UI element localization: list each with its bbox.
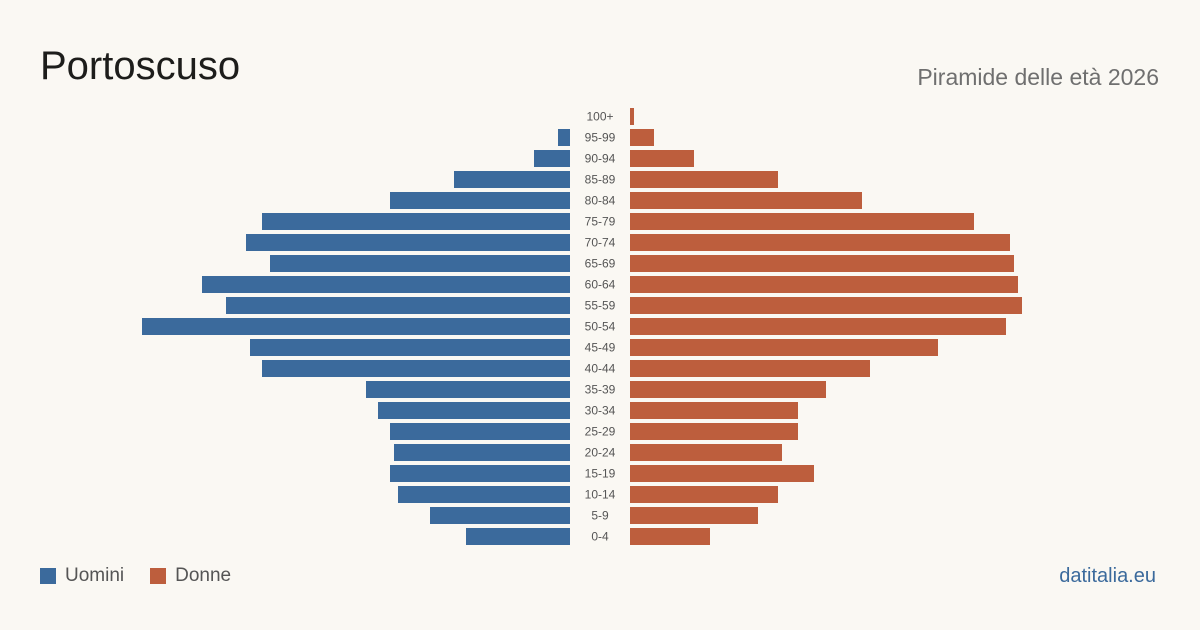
bar-uomini-65-69 [270,255,570,272]
bar-uomini-20-24 [394,444,570,461]
age-label-65-69: 65-69 [585,257,616,271]
age-label-100plus: 100+ [586,110,613,124]
age-label-50-54: 50-54 [585,320,616,334]
bar-uomini-25-29 [390,423,570,440]
bar-donne-20-24 [630,444,782,461]
bar-donne-30-34 [630,402,798,419]
bar-donne-80-84 [630,192,862,209]
legend-label-donne: Donne [175,565,232,586]
bar-donne-0-4 [630,528,710,545]
age-label-75-79: 75-79 [585,215,616,229]
legend: Uomini Donne [40,565,231,587]
age-label-80-84: 80-84 [585,194,616,208]
bar-donne-75-79 [630,213,974,230]
legend-item-donne: Donne [150,565,231,587]
bar-donne-70-74 [630,234,1010,251]
bar-uomini-50-54 [142,318,570,335]
age-label-85-89: 85-89 [585,173,616,187]
bar-uomini-85-89 [454,171,570,188]
legend-label-uomini: Uomini [65,565,125,586]
bar-uomini-5-9 [430,507,570,524]
age-label-55-59: 55-59 [585,299,616,313]
bar-uomini-90-94 [534,150,570,167]
age-label-35-39: 35-39 [585,383,616,397]
bar-donne-45-49 [630,339,938,356]
legend-swatch-donne [150,568,167,584]
age-label-30-34: 30-34 [585,404,616,418]
bar-uomini-60-64 [202,276,570,293]
bar-uomini-0-4 [466,528,570,545]
age-label-70-74: 70-74 [585,236,616,250]
page-title: Portoscuso [40,44,241,88]
bar-uomini-55-59 [226,297,570,314]
bar-uomini-30-34 [378,402,570,419]
bar-uomini-35-39 [366,381,570,398]
bar-donne-50-54 [630,318,1006,335]
bar-donne-35-39 [630,381,826,398]
bar-donne-90-94 [630,150,694,167]
bar-donne-65-69 [630,255,1014,272]
bar-donne-85-89 [630,171,778,188]
bar-uomini-40-44 [262,360,570,377]
age-label-25-29: 25-29 [585,425,616,439]
bar-uomini-10-14 [398,486,570,503]
legend-swatch-uomini [40,568,56,584]
legend-item-uomini: Uomini [40,565,124,587]
age-label-95-99: 95-99 [585,131,616,145]
bar-uomini-45-49 [250,339,570,356]
bar-uomini-15-19 [390,465,570,482]
bar-uomini-95-99 [558,129,570,146]
source-link[interactable]: datitalia.eu [1059,565,1156,587]
bar-donne-10-14 [630,486,778,503]
age-label-0-4: 0-4 [591,530,609,544]
bar-donne-55-59 [630,297,1022,314]
age-label-45-49: 45-49 [585,341,616,355]
chart-subtitle: Piramide delle età 2026 [917,64,1159,90]
age-label-40-44: 40-44 [585,362,616,376]
age-label-5-9: 5-9 [591,509,609,523]
bar-donne-60-64 [630,276,1018,293]
bar-uomini-80-84 [390,192,570,209]
bar-uomini-70-74 [246,234,570,251]
age-label-10-14: 10-14 [585,488,616,502]
bar-donne-5-9 [630,507,758,524]
bar-donne-40-44 [630,360,870,377]
bar-donne-95-99 [630,129,654,146]
bar-donne-100plus [630,108,634,125]
bar-uomini-75-79 [262,213,570,230]
age-label-60-64: 60-64 [585,278,616,292]
age-label-90-94: 90-94 [585,152,616,166]
bar-donne-25-29 [630,423,798,440]
bar-donne-15-19 [630,465,814,482]
age-label-15-19: 15-19 [585,467,616,481]
age-label-20-24: 20-24 [585,446,616,460]
